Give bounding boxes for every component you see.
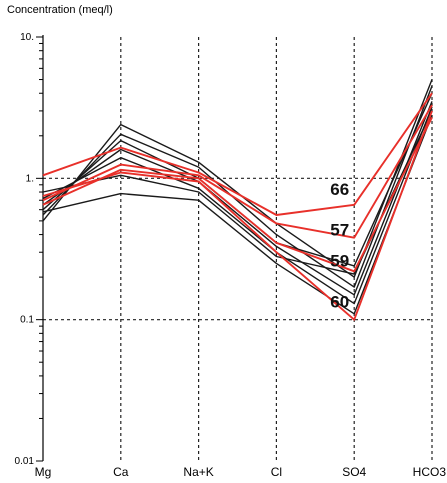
grid bbox=[43, 37, 433, 461]
annotation-label: 66 bbox=[330, 180, 349, 199]
series-line-red bbox=[42, 104, 433, 239]
x-tick-label: Cl bbox=[271, 465, 282, 479]
series-line-black bbox=[42, 101, 433, 296]
annotation-label: 59 bbox=[330, 251, 349, 270]
x-tick-label: Mg bbox=[35, 465, 52, 479]
y-tick-label: 0.1 bbox=[20, 315, 34, 326]
series-line-black bbox=[42, 106, 433, 305]
series-line-black bbox=[42, 114, 433, 315]
series-line-black bbox=[42, 85, 433, 288]
y-axis-label: Concentration (meq/l) bbox=[7, 4, 113, 16]
y-tick-label: 10. bbox=[20, 32, 34, 43]
x-tick-label: Ca bbox=[113, 465, 129, 479]
y-tick-label: 1. bbox=[26, 173, 34, 184]
x-tick-label: HCO3 bbox=[413, 465, 447, 479]
y-tick-label: 0.01 bbox=[15, 456, 35, 467]
x-tick-label: Na+K bbox=[183, 465, 213, 479]
series-lines bbox=[42, 79, 433, 321]
annotation-label: 57 bbox=[330, 221, 349, 240]
series-line-red bbox=[42, 92, 433, 216]
x-tick-label: SO4 bbox=[342, 465, 366, 479]
annotations: 66 57 59 60 bbox=[330, 180, 349, 312]
axes: 0.01 0.1 1. 10. Mg Ca Na+K Cl SO4 HCO3 bbox=[15, 32, 447, 479]
series-line-red bbox=[42, 110, 433, 321]
annotation-label: 60 bbox=[330, 293, 349, 312]
